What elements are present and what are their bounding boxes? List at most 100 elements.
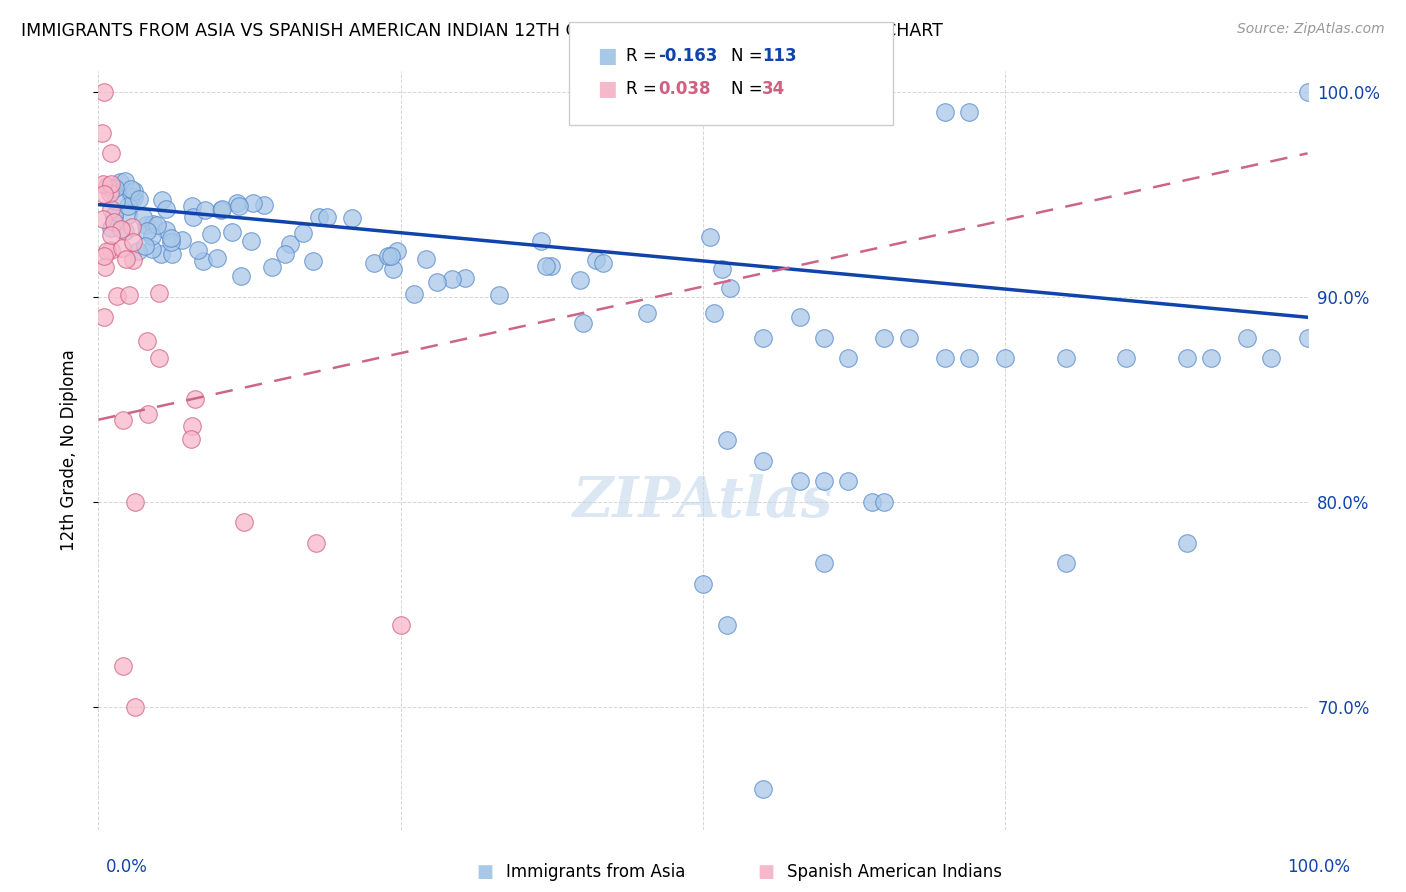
Point (91, 126, 114, 140)
Point (813, 556, 835, 570)
Point (100, 228, 122, 243)
Point (94, 260, 117, 274)
Point (111, 413, 134, 427)
Point (124, 699, 146, 714)
Point (141, 242, 163, 256)
Text: 0.0%: 0.0% (105, 858, 148, 876)
Point (100, 146, 122, 161)
Point (180, 419, 202, 434)
Text: 100.0%: 100.0% (1286, 858, 1350, 876)
Point (148, 285, 170, 300)
Point (150, 193, 173, 207)
Point (837, 351, 859, 366)
Point (141, 229, 163, 244)
Point (118, 288, 141, 302)
Point (101, 184, 124, 198)
Point (454, 271, 477, 285)
Point (122, 190, 145, 204)
Point (716, 434, 738, 448)
Point (789, 310, 811, 325)
Point (117, 199, 139, 213)
Point (111, 242, 134, 256)
Point (1054, 556, 1077, 570)
Point (540, 259, 562, 273)
Point (105, 289, 128, 303)
Point (100, 177, 122, 191)
Text: R =: R = (626, 47, 662, 65)
Text: Source: ZipAtlas.com: Source: ZipAtlas.com (1237, 22, 1385, 37)
Point (262, 260, 284, 275)
Point (1260, 351, 1282, 366)
Text: 34: 34 (762, 80, 786, 98)
Text: 113: 113 (762, 47, 797, 65)
Point (692, 576, 714, 591)
Point (100, 202, 122, 216)
Point (93, 310, 115, 325)
Point (752, 781, 775, 796)
Point (114, 224, 136, 238)
Text: ■: ■ (598, 79, 617, 99)
Point (96, 179, 118, 194)
Point (193, 254, 215, 268)
Point (752, 331, 775, 345)
Point (897, 331, 920, 345)
Point (315, 210, 337, 224)
Point (172, 234, 194, 248)
Point (1199, 351, 1222, 366)
Point (122, 185, 145, 199)
Point (103, 208, 125, 222)
Point (873, 494, 896, 508)
Point (117, 208, 139, 222)
Text: ■: ■ (598, 46, 617, 66)
Point (146, 218, 169, 232)
Point (363, 255, 385, 269)
Point (135, 219, 157, 233)
Point (957, 105, 980, 120)
Point (96, 244, 118, 259)
Point (718, 280, 741, 294)
Point (128, 192, 150, 206)
Point (404, 286, 426, 301)
Point (135, 334, 157, 348)
Point (93, 212, 115, 227)
Point (110, 221, 132, 235)
Point (194, 203, 217, 218)
Point (530, 234, 553, 248)
Point (240, 234, 263, 248)
Point (382, 261, 405, 276)
Point (703, 306, 725, 320)
Point (1054, 351, 1077, 366)
Point (252, 198, 274, 212)
Point (752, 453, 775, 467)
Text: ZIPAtlas: ZIPAtlas (572, 475, 834, 529)
Point (292, 226, 315, 240)
Point (209, 203, 232, 218)
Point (934, 351, 956, 366)
Point (127, 244, 149, 258)
Point (160, 247, 183, 261)
Point (228, 199, 250, 213)
Point (122, 235, 145, 249)
Point (488, 287, 510, 301)
Point (148, 351, 170, 366)
Text: -0.163: -0.163 (658, 47, 717, 65)
Point (813, 331, 835, 345)
Point (93, 249, 115, 263)
Point (180, 432, 202, 446)
Point (301, 253, 323, 268)
Point (124, 494, 146, 508)
Point (716, 617, 738, 632)
Point (103, 209, 125, 223)
Text: Spanish American Indians: Spanish American Indians (787, 863, 1002, 881)
Point (104, 181, 127, 195)
Text: N =: N = (731, 80, 768, 98)
Point (142, 217, 165, 231)
Text: ■: ■ (758, 863, 775, 881)
Point (440, 272, 463, 286)
Point (585, 252, 607, 267)
Point (957, 351, 980, 366)
Point (385, 244, 408, 258)
Point (120, 189, 142, 203)
Point (122, 252, 145, 267)
Point (181, 210, 204, 224)
